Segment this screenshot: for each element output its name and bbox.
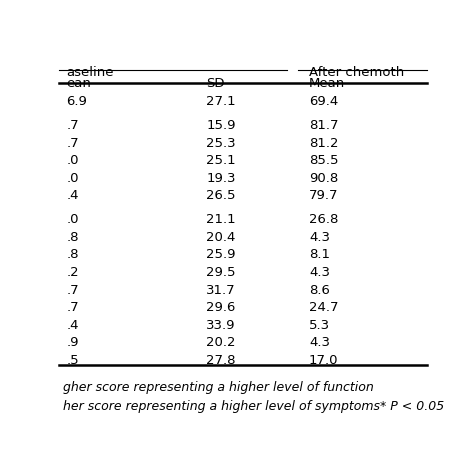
Text: 26.5: 26.5 <box>206 190 236 202</box>
Text: 81.7: 81.7 <box>309 119 338 132</box>
Text: 33.9: 33.9 <box>206 319 236 332</box>
Text: .7: .7 <box>66 119 79 132</box>
Text: 8.6: 8.6 <box>309 283 330 297</box>
Text: .7: .7 <box>66 283 79 297</box>
Text: .8: .8 <box>66 231 79 244</box>
Text: .8: .8 <box>66 248 79 262</box>
Text: 27.8: 27.8 <box>206 354 236 366</box>
Text: .4: .4 <box>66 190 79 202</box>
Text: ean: ean <box>66 77 91 90</box>
Text: aseline: aseline <box>66 66 114 79</box>
Text: 29.6: 29.6 <box>206 301 236 314</box>
Text: 26.8: 26.8 <box>309 213 338 227</box>
Text: 90.8: 90.8 <box>309 172 338 185</box>
Text: 27.1: 27.1 <box>206 95 236 108</box>
Text: 4.3: 4.3 <box>309 231 330 244</box>
Text: 31.7: 31.7 <box>206 283 236 297</box>
Text: 69.4: 69.4 <box>309 95 338 108</box>
Text: 79.7: 79.7 <box>309 190 338 202</box>
Text: .0: .0 <box>66 213 79 227</box>
Text: 21.1: 21.1 <box>206 213 236 227</box>
Text: .5: .5 <box>66 354 79 366</box>
Text: 24.7: 24.7 <box>309 301 338 314</box>
Text: .4: .4 <box>66 319 79 332</box>
Text: 8.1: 8.1 <box>309 248 330 262</box>
Text: 29.5: 29.5 <box>206 266 236 279</box>
Text: 20.2: 20.2 <box>206 336 236 349</box>
Text: 25.1: 25.1 <box>206 155 236 167</box>
Text: 25.9: 25.9 <box>206 248 236 262</box>
Text: .0: .0 <box>66 155 79 167</box>
Text: 6.9: 6.9 <box>66 95 88 108</box>
Text: 81.2: 81.2 <box>309 137 338 150</box>
Text: 85.5: 85.5 <box>309 155 338 167</box>
Text: .0: .0 <box>66 172 79 185</box>
Text: 4.3: 4.3 <box>309 266 330 279</box>
Text: 20.4: 20.4 <box>206 231 236 244</box>
Text: 4.3: 4.3 <box>309 336 330 349</box>
Text: After chemoth: After chemoth <box>309 66 404 79</box>
Text: 5.3: 5.3 <box>309 319 330 332</box>
Text: .2: .2 <box>66 266 79 279</box>
Text: gher score representing a higher level of function: gher score representing a higher level o… <box>63 382 374 394</box>
Text: her score representing a higher level of symptoms* P < 0.05: her score representing a higher level of… <box>63 400 444 413</box>
Text: 25.3: 25.3 <box>206 137 236 150</box>
Text: Mean: Mean <box>309 77 345 90</box>
Text: .9: .9 <box>66 336 79 349</box>
Text: .7: .7 <box>66 301 79 314</box>
Text: SD: SD <box>206 77 225 90</box>
Text: .7: .7 <box>66 137 79 150</box>
Text: 19.3: 19.3 <box>206 172 236 185</box>
Text: 15.9: 15.9 <box>206 119 236 132</box>
Text: 17.0: 17.0 <box>309 354 338 366</box>
